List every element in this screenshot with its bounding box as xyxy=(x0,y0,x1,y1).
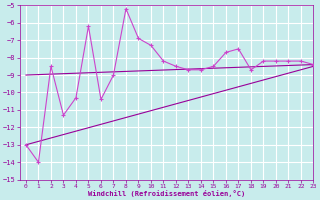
X-axis label: Windchill (Refroidissement éolien,°C): Windchill (Refroidissement éolien,°C) xyxy=(88,190,245,197)
